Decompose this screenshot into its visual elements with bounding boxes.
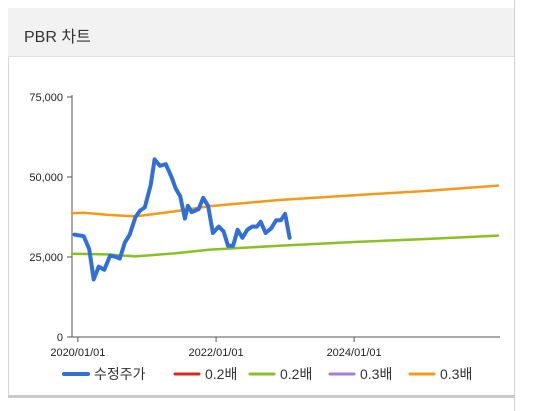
series-line-price — [72, 157, 292, 282]
legend-label: 0.2배 — [280, 366, 312, 382]
chart-header: PBR 차트 — [8, 8, 515, 57]
series-line-4 — [70, 184, 500, 218]
y-tick-label: 0 — [57, 332, 63, 344]
legend-label: 0.2배 — [205, 366, 237, 382]
panel-bottom-border — [8, 395, 515, 398]
y-tick-label: 25,000 — [29, 252, 63, 264]
x-tick-label: 2020/01/01 — [50, 347, 105, 359]
x-tick-label: 2022/01/01 — [189, 347, 244, 359]
y-tick-label: 75,000 — [29, 92, 63, 104]
x-tick-label: 2024/01/01 — [327, 347, 382, 359]
legend-label: 0.3배 — [360, 366, 392, 382]
legend-label: 수정주가 — [94, 366, 146, 382]
series-line-2 — [70, 234, 500, 258]
chart-title: PBR 차트 — [24, 29, 91, 46]
panel-divider — [514, 0, 515, 411]
y-tick-label: 50,000 — [29, 172, 63, 184]
legend-label: 0.3배 — [440, 366, 472, 382]
